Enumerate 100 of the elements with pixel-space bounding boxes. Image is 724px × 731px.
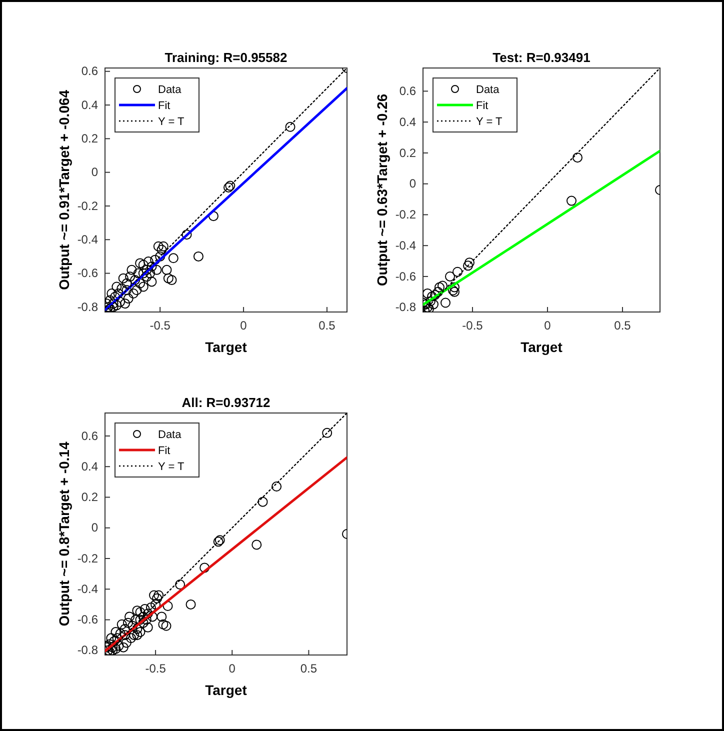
point xyxy=(125,272,136,282)
legend-label: Data xyxy=(476,84,500,96)
legend-label: Data xyxy=(158,429,182,441)
legend-label: Data xyxy=(158,84,182,96)
y-axis-title: Output ~= 0.8*Target + -0.14 xyxy=(56,442,72,626)
point xyxy=(106,288,117,298)
point xyxy=(122,618,133,628)
point xyxy=(122,285,132,296)
point xyxy=(566,196,576,206)
y-tick-label: -0.8 xyxy=(395,300,416,314)
y-tick-label: -0.6 xyxy=(395,269,416,284)
legend-label: Fit xyxy=(158,445,170,457)
point xyxy=(143,256,154,267)
point xyxy=(115,628,126,639)
point xyxy=(126,264,137,275)
y-tick-label: 0.2 xyxy=(81,132,98,146)
x-tick-label: -0.5 xyxy=(462,318,484,333)
point xyxy=(138,282,148,292)
y-tick-label: -0.8 xyxy=(77,643,98,658)
y-tick-label: 0 xyxy=(91,520,98,535)
point xyxy=(200,562,210,573)
point xyxy=(124,612,135,622)
y-tick-label: 0.4 xyxy=(81,459,98,474)
point xyxy=(155,251,166,262)
point xyxy=(428,299,438,310)
x-tick-label: 0 xyxy=(240,318,248,333)
point xyxy=(152,593,162,604)
chart-title: Test: R=0.93491 xyxy=(492,50,590,65)
x-tick-label: -0.5 xyxy=(145,662,166,676)
point xyxy=(135,607,146,618)
point xyxy=(162,264,172,275)
y-tick-label: 0.6 xyxy=(399,84,416,98)
y-tick-label: -0.2 xyxy=(395,208,416,222)
point xyxy=(142,622,153,632)
x-tick-label: 0 xyxy=(544,318,552,333)
point xyxy=(130,275,140,286)
point xyxy=(168,253,178,264)
point xyxy=(118,273,128,284)
x-axis-title: Target xyxy=(205,682,248,698)
point xyxy=(123,294,134,304)
point xyxy=(272,482,282,492)
point xyxy=(142,608,153,619)
point xyxy=(438,280,448,291)
point xyxy=(156,612,167,622)
y-tick-label: -0.4 xyxy=(395,238,416,252)
y-tick-label: 0.6 xyxy=(81,428,98,443)
point xyxy=(464,258,474,268)
point xyxy=(132,606,142,616)
point xyxy=(440,298,450,308)
point xyxy=(252,540,262,550)
legend-label: Y = T xyxy=(476,116,502,128)
x-axis-title: Target xyxy=(205,339,248,355)
point xyxy=(158,619,168,630)
y-tick-label: 0.4 xyxy=(399,114,416,129)
point xyxy=(149,590,160,600)
y-tick-label: 0.6 xyxy=(81,64,98,78)
point xyxy=(138,268,148,278)
y-tick-label: 0 xyxy=(91,165,98,180)
point xyxy=(452,266,462,277)
point xyxy=(156,244,167,255)
point xyxy=(132,285,142,296)
point xyxy=(126,633,136,644)
point xyxy=(572,152,582,163)
legend-label: Fit xyxy=(476,100,488,112)
point xyxy=(445,271,455,282)
point xyxy=(322,428,332,438)
point xyxy=(147,612,158,622)
x-tick-label: 0 xyxy=(228,662,236,676)
point xyxy=(116,283,127,294)
point xyxy=(108,298,118,309)
point xyxy=(106,633,116,644)
point xyxy=(142,264,152,275)
y-tick-label: 0 xyxy=(409,176,416,191)
point xyxy=(153,241,164,252)
y-tick-label: -0.2 xyxy=(77,198,98,213)
point xyxy=(163,273,174,284)
legend-label: Y = T xyxy=(158,461,184,473)
point xyxy=(463,260,473,271)
point xyxy=(161,620,172,631)
point xyxy=(450,282,460,292)
point xyxy=(433,286,443,297)
y-tick-label: 0.4 xyxy=(81,98,98,112)
y-tick-label: -0.4 xyxy=(77,232,98,246)
point xyxy=(120,624,130,634)
point xyxy=(116,619,127,630)
point xyxy=(138,260,148,270)
chart-title: All: R=0.93712 xyxy=(182,395,270,410)
point xyxy=(140,604,150,614)
point xyxy=(110,292,120,302)
point xyxy=(112,633,122,644)
point xyxy=(434,282,444,292)
point xyxy=(120,630,130,640)
legend-label: Y = T xyxy=(158,116,184,128)
point xyxy=(112,282,122,292)
point xyxy=(128,288,138,298)
point xyxy=(146,262,157,272)
point xyxy=(113,288,124,298)
y-tick-label: -0.6 xyxy=(77,612,98,627)
point xyxy=(135,614,146,625)
y-tick-label: -0.2 xyxy=(77,551,98,566)
